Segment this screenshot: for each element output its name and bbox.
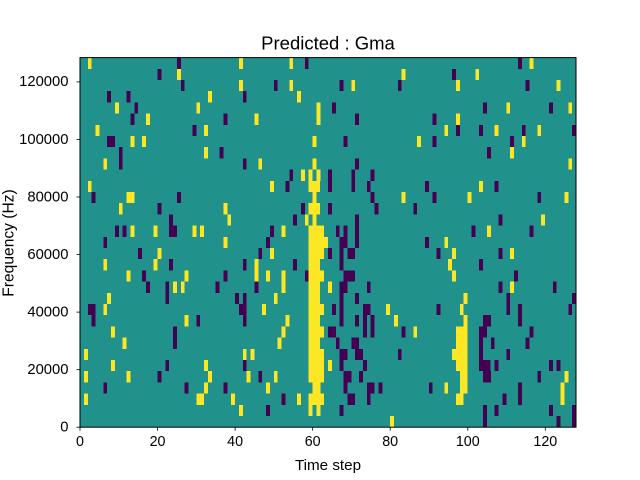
svg-text:20: 20 xyxy=(150,434,166,450)
svg-text:0: 0 xyxy=(60,420,68,436)
svg-text:100000: 100000 xyxy=(19,132,68,148)
svg-text:Frequency (Hz): Frequency (Hz) xyxy=(1,189,18,296)
svg-text:60: 60 xyxy=(305,434,321,450)
svg-text:Predicted : Gma: Predicted : Gma xyxy=(261,32,395,53)
svg-text:80000: 80000 xyxy=(27,189,68,205)
svg-text:40000: 40000 xyxy=(27,304,68,320)
svg-text:120: 120 xyxy=(533,434,557,450)
svg-text:80: 80 xyxy=(382,434,398,450)
svg-text:40: 40 xyxy=(227,434,243,450)
svg-text:0: 0 xyxy=(76,434,84,450)
svg-text:100: 100 xyxy=(456,434,480,450)
svg-text:20000: 20000 xyxy=(27,362,68,378)
svg-text:Time step: Time step xyxy=(295,457,361,474)
svg-text:60000: 60000 xyxy=(27,247,68,263)
svg-text:120000: 120000 xyxy=(19,74,68,90)
